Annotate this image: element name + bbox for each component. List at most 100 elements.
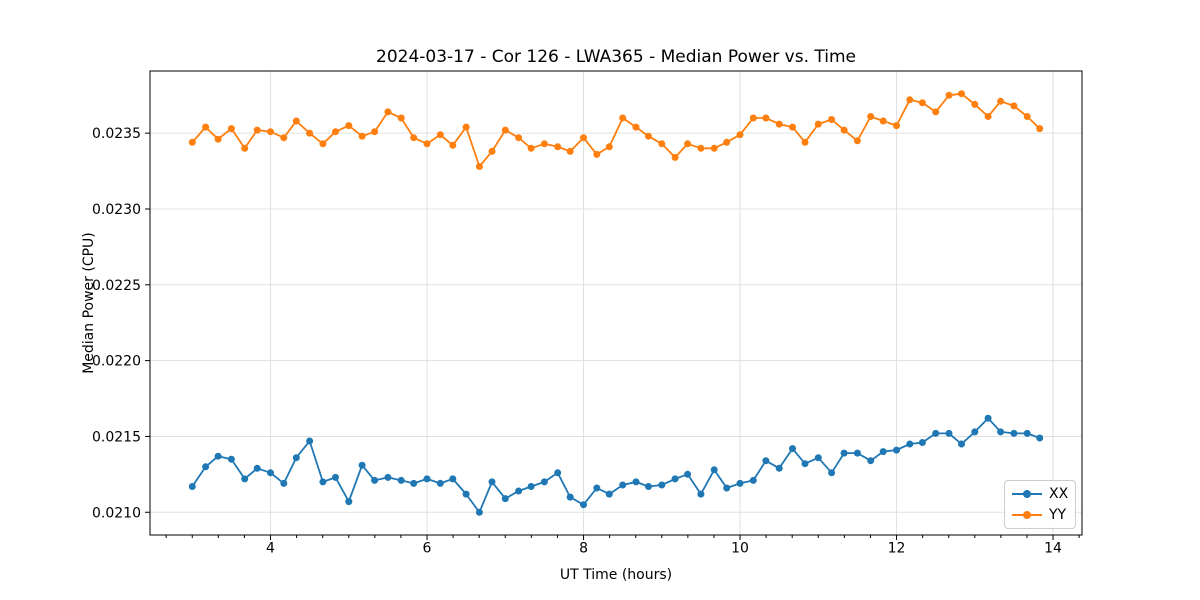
data-point-yy bbox=[345, 122, 353, 130]
data-point-xx bbox=[332, 473, 339, 481]
data-point-xx bbox=[280, 479, 288, 487]
data-point-xx bbox=[554, 469, 562, 477]
data-point-yy bbox=[828, 116, 836, 123]
data-point-xx bbox=[410, 479, 418, 487]
data-point-xx bbox=[945, 429, 953, 437]
data-point-yy bbox=[723, 138, 731, 146]
data-point-yy bbox=[515, 134, 523, 142]
plot-border bbox=[149, 70, 1083, 536]
data-point-xx bbox=[789, 445, 796, 453]
data-point-yy bbox=[671, 153, 679, 161]
data-point-xx bbox=[501, 495, 509, 503]
legend-line-marker-xx bbox=[1012, 490, 1042, 499]
data-point-xx bbox=[867, 457, 875, 465]
data-point-xx bbox=[527, 483, 535, 490]
data-point-xx bbox=[762, 457, 770, 465]
data-point-xx bbox=[645, 483, 652, 490]
data-point-yy bbox=[789, 123, 796, 131]
data-point-yy bbox=[501, 126, 509, 134]
data-point-yy bbox=[658, 140, 666, 148]
data-point-yy bbox=[684, 140, 692, 148]
data-point-yy bbox=[893, 122, 900, 130]
data-point-xx bbox=[658, 481, 666, 489]
data-point-yy bbox=[384, 108, 392, 116]
data-point-xx bbox=[253, 464, 261, 472]
data-point-yy bbox=[932, 108, 940, 116]
legend-label-xx: XX bbox=[1049, 486, 1069, 502]
x-axis-label: UT Time (hours) bbox=[560, 567, 672, 583]
data-point-xx bbox=[736, 479, 744, 487]
data-point-yy bbox=[267, 128, 274, 136]
data-point-xx bbox=[1023, 429, 1031, 437]
data-point-yy bbox=[436, 131, 444, 139]
data-point-yy bbox=[1010, 102, 1018, 110]
data-point-yy bbox=[358, 132, 366, 140]
x-tick-label: 12 bbox=[888, 541, 906, 557]
series-line-yy bbox=[191, 92, 1041, 168]
data-point-yy bbox=[397, 114, 405, 122]
data-point-yy bbox=[202, 123, 210, 131]
x-tick-label: 6 bbox=[423, 541, 432, 557]
y-axis-label: Median Power (CPU) bbox=[81, 232, 97, 374]
data-point-xx bbox=[684, 470, 692, 478]
data-point-xx bbox=[397, 476, 405, 484]
data-point-yy bbox=[292, 117, 300, 125]
y-tick-label: 0.0210 bbox=[92, 505, 141, 521]
data-point-yy bbox=[710, 144, 718, 152]
data-point-xx bbox=[593, 484, 601, 492]
data-point-yy bbox=[984, 113, 992, 120]
data-point-yy bbox=[645, 132, 652, 140]
y-tick-label: 0.0230 bbox=[92, 202, 141, 218]
data-point-yy bbox=[593, 150, 601, 158]
data-point-yy bbox=[449, 141, 457, 149]
data-point-yy bbox=[906, 96, 914, 104]
data-point-yy bbox=[1036, 125, 1044, 133]
data-point-xx bbox=[893, 446, 900, 454]
data-point-xx bbox=[632, 478, 640, 486]
data-point-xx bbox=[697, 490, 705, 498]
data-point-xx bbox=[801, 460, 809, 468]
data-point-xx bbox=[202, 463, 210, 471]
data-point-xx bbox=[488, 478, 496, 486]
data-point-yy bbox=[736, 131, 744, 139]
data-point-yy bbox=[853, 137, 861, 145]
data-point-xx bbox=[462, 490, 470, 498]
data-point-xx bbox=[971, 428, 979, 436]
data-point-xx bbox=[997, 428, 1005, 436]
data-point-yy bbox=[540, 140, 548, 148]
data-point-xx bbox=[267, 469, 274, 477]
data-point-xx bbox=[306, 437, 314, 445]
data-point-xx bbox=[227, 455, 235, 463]
data-point-xx bbox=[1010, 429, 1018, 437]
data-point-xx bbox=[749, 476, 757, 484]
data-point-xx bbox=[371, 476, 379, 484]
x-tick-label: 8 bbox=[579, 541, 588, 557]
data-point-yy bbox=[488, 147, 496, 155]
axes-layer: 4 6 8 10 12 14 0.0210 0.0215 0.0220 0.0225 0.0230 0… bbox=[92, 70, 1083, 557]
data-point-yy bbox=[475, 163, 483, 170]
data-point-yy bbox=[945, 91, 953, 99]
data-point-yy bbox=[697, 144, 705, 152]
series-layer bbox=[188, 90, 1044, 516]
data-point-yy bbox=[306, 129, 314, 137]
data-point-xx bbox=[723, 484, 731, 492]
data-point-xx bbox=[345, 498, 353, 506]
legend-line-marker-yy bbox=[1012, 511, 1042, 520]
data-point-xx bbox=[1036, 434, 1044, 442]
data-point-yy bbox=[632, 123, 640, 131]
legend-entry-yy: YY bbox=[1012, 507, 1068, 523]
data-point-xx bbox=[292, 454, 300, 462]
data-point-xx bbox=[840, 449, 848, 457]
data-point-yy bbox=[188, 138, 196, 146]
data-point-yy bbox=[566, 147, 574, 155]
data-point-xx bbox=[619, 481, 627, 489]
legend: XX YY bbox=[1004, 480, 1076, 529]
data-point-xx bbox=[879, 448, 887, 456]
data-point-xx bbox=[918, 439, 926, 446]
data-point-yy bbox=[332, 128, 339, 136]
data-point-xx bbox=[540, 478, 548, 486]
data-point-yy bbox=[580, 134, 587, 142]
data-point-xx bbox=[775, 464, 783, 472]
data-point-yy bbox=[423, 140, 431, 148]
